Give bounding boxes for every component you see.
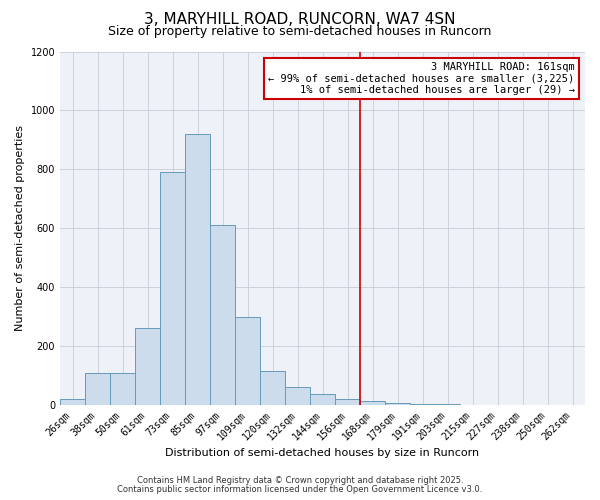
Bar (85, 372, 110, 405)
Text: Contains HM Land Registry data © Crown copyright and database right 2025.: Contains HM Land Registry data © Crown c… (137, 476, 463, 485)
Text: Contains public sector information licensed under the Open Government Licence v3: Contains public sector information licen… (118, 484, 482, 494)
Text: 3, MARYHILL ROAD, RUNCORN, WA7 4SN: 3, MARYHILL ROAD, RUNCORN, WA7 4SN (144, 12, 456, 28)
Bar (435, 404, 460, 405)
Bar (360, 402, 385, 405)
Bar (335, 398, 360, 405)
Bar (60, 399, 85, 405)
Y-axis label: Number of semi-detached properties: Number of semi-detached properties (15, 126, 25, 332)
Text: Size of property relative to semi-detached houses in Runcorn: Size of property relative to semi-detach… (109, 25, 491, 38)
Bar (385, 404, 410, 405)
Bar (160, 172, 185, 405)
Bar (260, 371, 285, 405)
Text: 3 MARYHILL ROAD: 161sqm
← 99% of semi-detached houses are smaller (3,225)
1% of : 3 MARYHILL ROAD: 161sqm ← 99% of semi-de… (268, 62, 575, 96)
Bar (110, 372, 135, 405)
X-axis label: Distribution of semi-detached houses by size in Runcorn: Distribution of semi-detached houses by … (166, 448, 479, 458)
Bar (235, 316, 260, 405)
Bar (410, 404, 435, 405)
Bar (135, 328, 160, 405)
Bar (185, 134, 210, 405)
Bar (285, 388, 310, 405)
Bar (310, 394, 335, 405)
Bar (210, 226, 235, 405)
